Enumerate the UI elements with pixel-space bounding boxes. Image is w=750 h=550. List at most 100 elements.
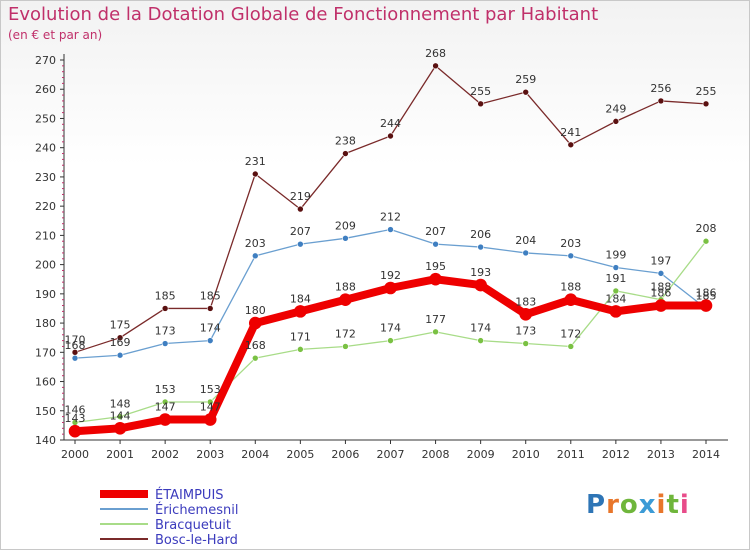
data-point--richemesnil xyxy=(657,270,665,277)
data-point--taimpuis xyxy=(294,305,307,318)
data-point--taimpuis xyxy=(68,424,82,438)
y-tick-label: 190 xyxy=(35,288,56,301)
data-label--taimpuis: 180 xyxy=(245,304,266,317)
data-label-bracquetuit: 177 xyxy=(425,313,446,326)
data-point-bracquetuit xyxy=(567,343,575,350)
data-point--richemesnil xyxy=(342,235,349,242)
data-point-bracquetuit xyxy=(387,337,394,344)
data-point--taimpuis xyxy=(429,272,442,286)
data-point-bosc-le-hard xyxy=(702,100,710,108)
data-label--richemesnil: 203 xyxy=(560,237,581,250)
x-tick-label: 2003 xyxy=(196,448,224,461)
legend-label-bracquetuit: Bracquetuit xyxy=(155,518,231,533)
x-tick-label: 2008 xyxy=(422,448,450,461)
y-tick-label: 270 xyxy=(35,54,56,67)
data-point--taimpuis xyxy=(519,308,533,321)
y-tick-label: 260 xyxy=(35,83,56,96)
data-label--richemesnil: 185 xyxy=(696,289,717,302)
logo-letter: o xyxy=(619,490,639,520)
logo-letter: x xyxy=(638,490,657,520)
data-point-bracquetuit xyxy=(116,413,124,420)
data-point--richemesnil xyxy=(251,252,259,260)
data-label-bosc-le-hard: 249 xyxy=(605,102,626,115)
data-label-bracquetuit: 168 xyxy=(245,339,266,352)
data-label-bosc-le-hard: 244 xyxy=(380,117,401,130)
data-point-bosc-le-hard xyxy=(432,62,439,70)
data-label-bosc-le-hard: 268 xyxy=(425,47,446,60)
data-label--richemesnil: 204 xyxy=(515,234,536,247)
legend-label-bosc-le-hard: Bosc-le-Hard xyxy=(155,533,238,548)
data-label--taimpuis: 193 xyxy=(470,266,491,279)
data-label--richemesnil: 207 xyxy=(290,225,311,238)
logo-letter: t xyxy=(666,490,680,520)
data-label--taimpuis: 186 xyxy=(650,287,671,300)
data-label-bracquetuit: 146 xyxy=(65,403,86,416)
data-point-bracquetuit xyxy=(432,328,439,336)
y-tick-label: 170 xyxy=(35,346,56,359)
data-point-bracquetuit xyxy=(522,340,530,347)
data-point--richemesnil xyxy=(522,249,530,257)
y-tick-label: 250 xyxy=(35,112,56,125)
data-point--taimpuis xyxy=(158,413,172,426)
legend-label--richemesnil: Érichemesnil xyxy=(155,502,238,518)
legend-label--taimpuis: ÉTAIMPUIS xyxy=(155,487,224,503)
data-label--taimpuis: 186 xyxy=(696,287,717,300)
data-label-bosc-le-hard: 255 xyxy=(696,85,717,98)
data-label-bracquetuit: 174 xyxy=(380,322,401,335)
data-label--taimpuis: 195 xyxy=(425,260,446,273)
data-point-bosc-le-hard xyxy=(477,100,484,108)
data-point-bracquetuit xyxy=(612,287,620,295)
data-label--taimpuis: 184 xyxy=(290,292,311,305)
x-tick-label: 2007 xyxy=(377,448,405,461)
data-label--richemesnil: 169 xyxy=(110,336,131,349)
data-label--richemesnil: 206 xyxy=(470,228,491,241)
data-point-bracquetuit xyxy=(477,337,484,344)
data-label--richemesnil: 197 xyxy=(650,254,671,267)
data-label-bracquetuit: 208 xyxy=(696,222,717,235)
data-label-bracquetuit: 148 xyxy=(110,398,131,411)
y-tick-label: 240 xyxy=(35,142,56,155)
data-point-bosc-le-hard xyxy=(387,132,394,140)
data-label-bosc-le-hard: 170 xyxy=(65,333,86,346)
y-tick-label: 140 xyxy=(35,434,56,447)
data-label--richemesnil: 207 xyxy=(425,225,446,238)
data-point--richemesnil xyxy=(477,243,484,251)
data-label-bracquetuit: 174 xyxy=(470,322,491,335)
data-label--richemesnil: 199 xyxy=(605,249,626,262)
chart-title: Evolution de la Dotation Globale de Fonc… xyxy=(8,4,599,25)
data-label--richemesnil: 168 xyxy=(65,339,86,352)
data-label-bosc-le-hard: 219 xyxy=(290,190,311,203)
data-point-bosc-le-hard xyxy=(297,205,304,213)
data-label--taimpuis: 144 xyxy=(110,409,131,422)
x-tick-label: 2012 xyxy=(602,448,630,461)
data-label-bracquetuit: 188 xyxy=(650,281,671,294)
data-label-bosc-le-hard: 241 xyxy=(560,126,581,139)
data-label--taimpuis: 183 xyxy=(515,295,536,308)
y-tick-label: 160 xyxy=(35,376,56,389)
data-label-bracquetuit: 191 xyxy=(605,272,626,285)
data-label-bracquetuit: 172 xyxy=(335,327,356,340)
data-label-bracquetuit: 171 xyxy=(290,330,311,343)
data-point-bosc-le-hard xyxy=(116,334,124,341)
data-label--taimpuis: 143 xyxy=(65,412,86,425)
data-point--taimpuis xyxy=(248,316,262,330)
data-point-bracquetuit xyxy=(206,398,214,406)
data-label-bracquetuit: 153 xyxy=(200,383,221,396)
data-label--taimpuis: 147 xyxy=(155,401,176,414)
data-label--richemesnil: 174 xyxy=(200,322,221,335)
x-tick-label: 2002 xyxy=(151,448,179,461)
data-point--richemesnil xyxy=(612,264,620,271)
x-tick-label: 2005 xyxy=(286,448,314,461)
data-label--taimpuis: 192 xyxy=(380,269,401,282)
data-point-bosc-le-hard xyxy=(567,141,575,149)
data-point-bracquetuit xyxy=(251,354,259,362)
data-point--taimpuis xyxy=(203,413,217,426)
data-label-bosc-le-hard: 256 xyxy=(650,82,671,95)
logo-letter: i xyxy=(656,490,667,520)
data-label-bosc-le-hard: 185 xyxy=(155,289,176,302)
x-tick-label: 2009 xyxy=(467,448,495,461)
data-label--richemesnil: 209 xyxy=(335,219,356,232)
x-tick-label: 2014 xyxy=(692,448,720,461)
logo-letter: P xyxy=(586,490,607,520)
data-point-bracquetuit xyxy=(297,346,304,353)
